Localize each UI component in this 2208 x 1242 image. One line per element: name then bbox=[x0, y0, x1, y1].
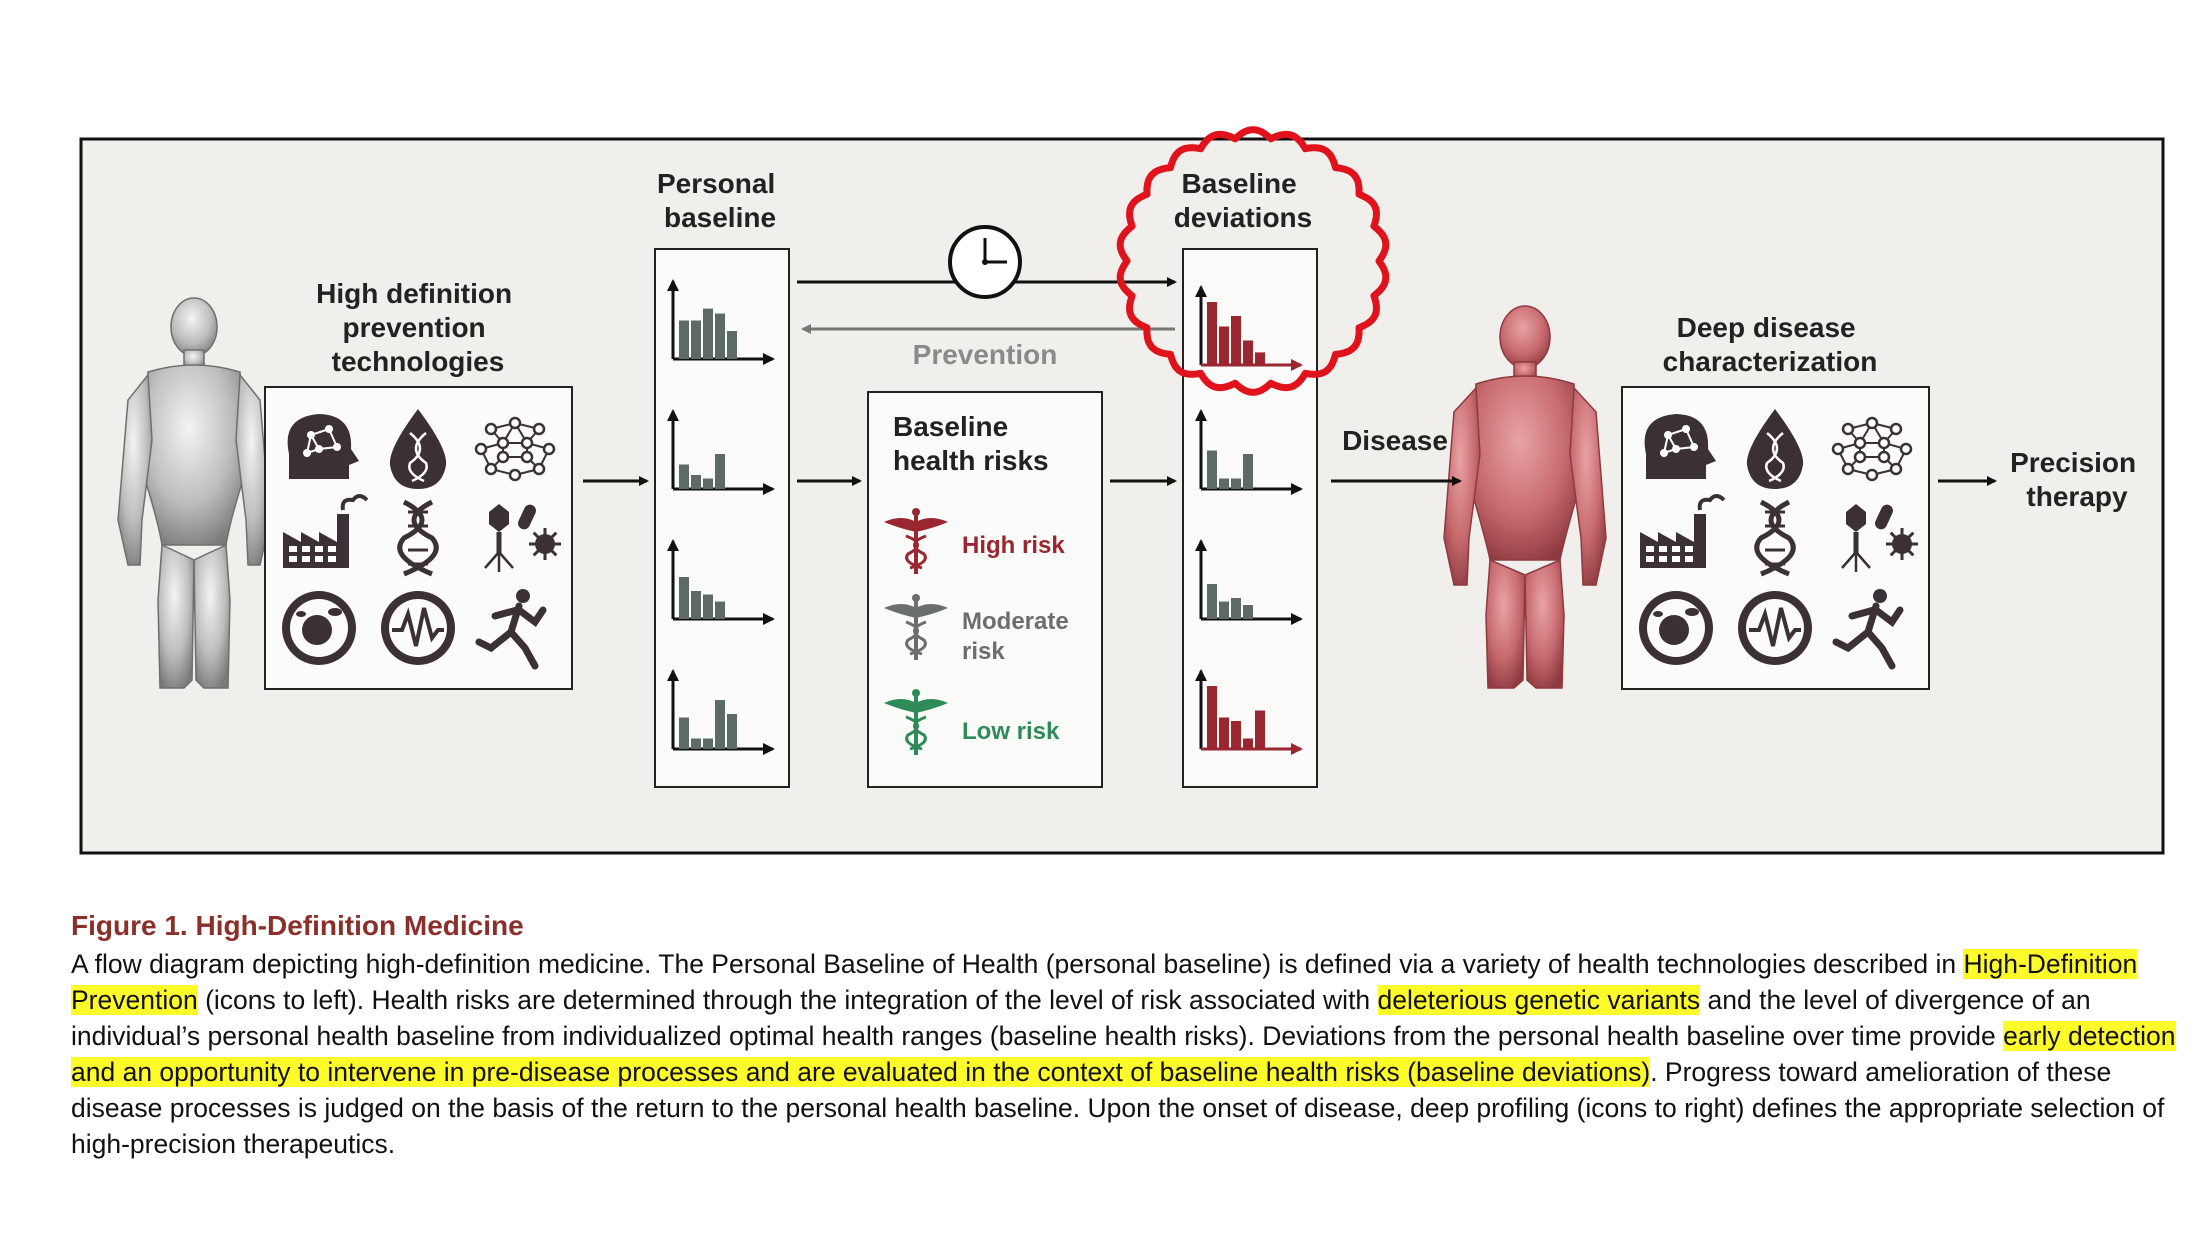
baseline-chart-icon bbox=[667, 669, 775, 755]
moderate-risk-label: Moderate risk bbox=[962, 608, 1075, 665]
brain-network-icon bbox=[287, 414, 359, 479]
mini-bar bbox=[715, 700, 725, 749]
mini-bar bbox=[727, 714, 737, 749]
precision-therapy-label: Precision therapy bbox=[2010, 447, 2144, 512]
caption-text: (icons to left). Health risks are determ… bbox=[197, 985, 1378, 1015]
diseased-person-figure bbox=[1443, 305, 1607, 689]
virus-bacteria-icon bbox=[484, 504, 561, 572]
low-risk-label: Low risk bbox=[962, 718, 1060, 745]
cell-icon bbox=[1639, 591, 1713, 665]
heart-rhythm-icon bbox=[1738, 591, 1812, 665]
mini-bar bbox=[1219, 717, 1229, 749]
mini-bar bbox=[1207, 584, 1217, 619]
cell-icon bbox=[282, 591, 356, 665]
mini-bar bbox=[715, 454, 725, 489]
figure-title: Figure 1. High-Definition Medicine bbox=[71, 910, 524, 941]
deviation-mini-charts bbox=[1195, 285, 1303, 755]
mini-bar bbox=[1207, 686, 1217, 749]
personal-baseline-box bbox=[654, 248, 790, 788]
molecule-network-icon bbox=[474, 416, 556, 482]
deviation-chart-icon bbox=[1195, 669, 1303, 755]
molecule-network-icon bbox=[1831, 416, 1913, 482]
mini-bar bbox=[1231, 478, 1241, 489]
baseline-health-risks-box bbox=[867, 391, 1103, 788]
mini-bar bbox=[1219, 478, 1229, 489]
mini-bar bbox=[703, 308, 713, 359]
mini-bar bbox=[715, 313, 725, 359]
mini-bar bbox=[1231, 316, 1241, 365]
flow-diagram: High definition prevention technologies … bbox=[79, 126, 2165, 855]
prevention-technologies-heading: High definition prevention technologies bbox=[316, 278, 520, 377]
mini-bar bbox=[691, 475, 701, 489]
mini-bar bbox=[715, 601, 725, 619]
dna-helix-icon bbox=[1754, 499, 1796, 577]
figure-description: A flow diagram depicting high-definition… bbox=[71, 946, 2191, 1162]
prevention-icon-grid bbox=[282, 409, 561, 670]
dna-helix-icon bbox=[397, 499, 439, 577]
caduceus-moderate-risk-icon bbox=[884, 594, 948, 660]
caption-text: A flow diagram depicting high-definition… bbox=[71, 949, 1964, 979]
factory-icon bbox=[283, 494, 369, 568]
caption-text: and the level of divergence of an indivi… bbox=[71, 985, 2091, 1051]
heart-rhythm-icon bbox=[381, 591, 455, 665]
mini-bar bbox=[1243, 340, 1253, 365]
mini-bar bbox=[1219, 601, 1229, 619]
runner-icon bbox=[475, 589, 547, 670]
disease-label: Disease bbox=[1342, 425, 1448, 456]
mini-bar bbox=[679, 717, 689, 749]
virus-bacteria-icon bbox=[1841, 504, 1918, 572]
baseline-chart-icon bbox=[667, 409, 775, 495]
dna-drop-icon bbox=[389, 409, 447, 489]
deep-disease-heading: Deep disease characterization bbox=[1663, 312, 1878, 377]
mini-bar bbox=[1255, 710, 1265, 749]
baseline-chart-icon bbox=[667, 279, 775, 365]
dna-drop-icon bbox=[1746, 409, 1804, 489]
factory-icon bbox=[1640, 494, 1726, 568]
mini-bar bbox=[1255, 352, 1265, 365]
mini-bar bbox=[691, 591, 701, 619]
mini-bar bbox=[1207, 450, 1217, 489]
mini-bar bbox=[691, 320, 701, 359]
baseline-chart-icon bbox=[667, 539, 775, 625]
high-risk-label: High risk bbox=[962, 532, 1065, 559]
figure-caption: Figure 1. High-Definition Medicine A flo… bbox=[71, 906, 2191, 1162]
runner-icon bbox=[1832, 589, 1904, 670]
mini-bar bbox=[1243, 605, 1253, 619]
mini-bar bbox=[703, 478, 713, 489]
mini-bar bbox=[679, 577, 689, 619]
mini-bar bbox=[679, 320, 689, 359]
mini-bar bbox=[679, 464, 689, 489]
deviation-chart-icon bbox=[1195, 539, 1303, 625]
risk-levels bbox=[884, 508, 948, 755]
mini-bar bbox=[1219, 326, 1229, 365]
baseline-health-risks-heading: Baseline health risks bbox=[893, 411, 1049, 476]
baseline-deviations-heading: Baseline deviations bbox=[1174, 168, 1312, 233]
baseline-mini-charts bbox=[667, 279, 775, 755]
caduceus-low-risk-icon bbox=[884, 689, 948, 755]
mini-bar bbox=[727, 331, 737, 359]
mini-bar bbox=[1243, 454, 1253, 489]
mini-bar bbox=[1243, 738, 1253, 749]
clock-icon bbox=[948, 225, 1022, 299]
highlight-genetic-variants: deleterious genetic variants bbox=[1377, 985, 1701, 1015]
mini-bar bbox=[1207, 302, 1217, 365]
mini-bar bbox=[691, 738, 701, 749]
healthy-person-figure bbox=[117, 297, 271, 689]
deep-profiling-icon-grid bbox=[1639, 409, 1918, 670]
baseline-deviations-box bbox=[1182, 248, 1318, 788]
deviation-chart-icon bbox=[1195, 409, 1303, 495]
mini-bar bbox=[1231, 598, 1241, 619]
highlight-circle bbox=[1116, 126, 1390, 396]
mini-bar bbox=[1231, 721, 1241, 749]
brain-network-icon bbox=[1644, 414, 1716, 479]
personal-baseline-heading: Personal baseline bbox=[657, 168, 783, 233]
deviation-chart-icon bbox=[1195, 285, 1303, 371]
mini-bar bbox=[703, 738, 713, 749]
prevention-label: Prevention bbox=[913, 339, 1058, 370]
caduceus-high-risk-icon bbox=[884, 508, 948, 574]
caption-text: . Progress toward amelioration of these … bbox=[71, 1057, 2165, 1159]
mini-bar bbox=[703, 594, 713, 619]
